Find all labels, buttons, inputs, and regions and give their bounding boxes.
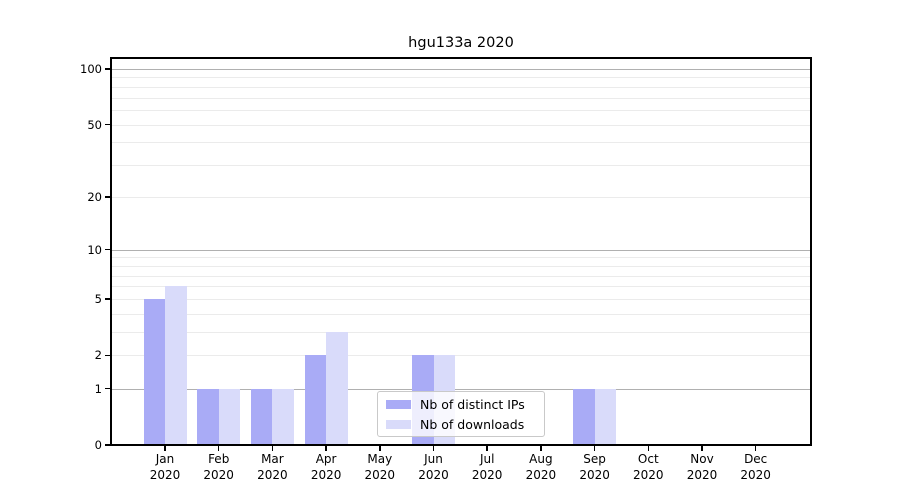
y-tick-label: 2 — [94, 348, 102, 363]
minor-gridline — [112, 124, 810, 126]
x-tick-label: Nov 2020 — [686, 452, 718, 482]
minor-gridline — [112, 332, 810, 334]
x-tick — [164, 446, 166, 451]
legend-label-downloads: Nb of downloads — [420, 416, 525, 432]
x-tick — [647, 446, 650, 451]
y-tick — [105, 248, 110, 251]
major-gridline — [112, 388, 810, 390]
minor-gridline — [112, 109, 810, 111]
minor-gridline — [112, 196, 810, 198]
major-gridline — [112, 68, 810, 70]
x-tick — [486, 446, 488, 451]
minor-gridline — [112, 355, 810, 357]
bar — [272, 388, 294, 444]
x-tick-label: Aug 2020 — [525, 452, 557, 482]
minor-gridline — [112, 165, 810, 167]
bar — [304, 355, 327, 444]
x-tick-label: Jun 2020 — [418, 452, 449, 482]
minor-gridline — [112, 275, 810, 277]
x-tick — [271, 446, 274, 451]
x-tick — [217, 446, 220, 451]
y-tick-label: 50 — [87, 117, 102, 132]
minor-gridline — [112, 286, 810, 288]
distinct-ips-swatch-icon — [386, 399, 411, 409]
minor-gridline — [112, 97, 810, 99]
minor-gridline — [112, 298, 810, 300]
legend-item-distinct-ips: Nb of distinct IPs — [386, 396, 536, 412]
plot-area — [110, 57, 812, 446]
x-tick-label: Jan 2020 — [149, 452, 181, 482]
x-tick — [325, 446, 327, 451]
minor-gridline — [112, 313, 810, 315]
y-tick — [105, 298, 110, 300]
bar — [143, 298, 165, 444]
y-tick-label: 0 — [94, 438, 102, 452]
bar — [218, 388, 241, 444]
x-tick — [379, 446, 381, 451]
x-tick-label: May 2020 — [364, 452, 396, 482]
x-tick-label: Jul 2020 — [471, 452, 503, 482]
x-tick — [593, 446, 596, 451]
legend-item-downloads: Nb of downloads — [386, 416, 536, 432]
y-tick-label: 20 — [87, 189, 102, 204]
x-tick-label: Sep 2020 — [579, 452, 610, 482]
chart-title: hgu133a 2020 — [408, 35, 514, 51]
y-tick-label: 10 — [87, 242, 102, 257]
bar — [197, 388, 219, 444]
x-tick-label: Dec 2020 — [740, 452, 771, 482]
y-tick — [105, 196, 110, 198]
y-tick — [105, 444, 110, 446]
minor-gridline — [112, 142, 810, 144]
y-tick — [105, 354, 110, 357]
bar — [326, 332, 348, 444]
x-tick-label: Oct 2020 — [633, 452, 664, 482]
y-tick — [105, 68, 110, 70]
bar — [573, 388, 595, 444]
minor-gridline — [112, 265, 810, 267]
x-tick-label: Mar 2020 — [257, 452, 288, 482]
x-tick — [701, 446, 703, 451]
y-tick-label: 1 — [94, 381, 102, 396]
bar — [250, 388, 273, 444]
y-tick — [105, 387, 110, 390]
bar — [165, 286, 187, 444]
x-tick — [754, 446, 757, 451]
minor-gridline — [112, 86, 810, 88]
x-tick-label: Apr 2020 — [310, 452, 342, 482]
y-tick-label: 100 — [80, 61, 102, 76]
x-tick — [540, 446, 542, 451]
downloads-swatch-icon — [386, 419, 411, 429]
legend-label-distinct-ips: Nb of distinct IPs — [420, 396, 525, 412]
x-tick-label: Feb 2020 — [203, 452, 234, 482]
y-tick-label: 5 — [94, 291, 102, 306]
major-gridline — [112, 249, 810, 251]
x-tick — [432, 446, 435, 451]
minor-gridline — [112, 77, 810, 79]
minor-gridline — [112, 257, 810, 259]
legend: Nb of distinct IPs Nb of downloads — [377, 391, 545, 437]
bar — [594, 388, 617, 444]
y-tick — [105, 123, 110, 126]
